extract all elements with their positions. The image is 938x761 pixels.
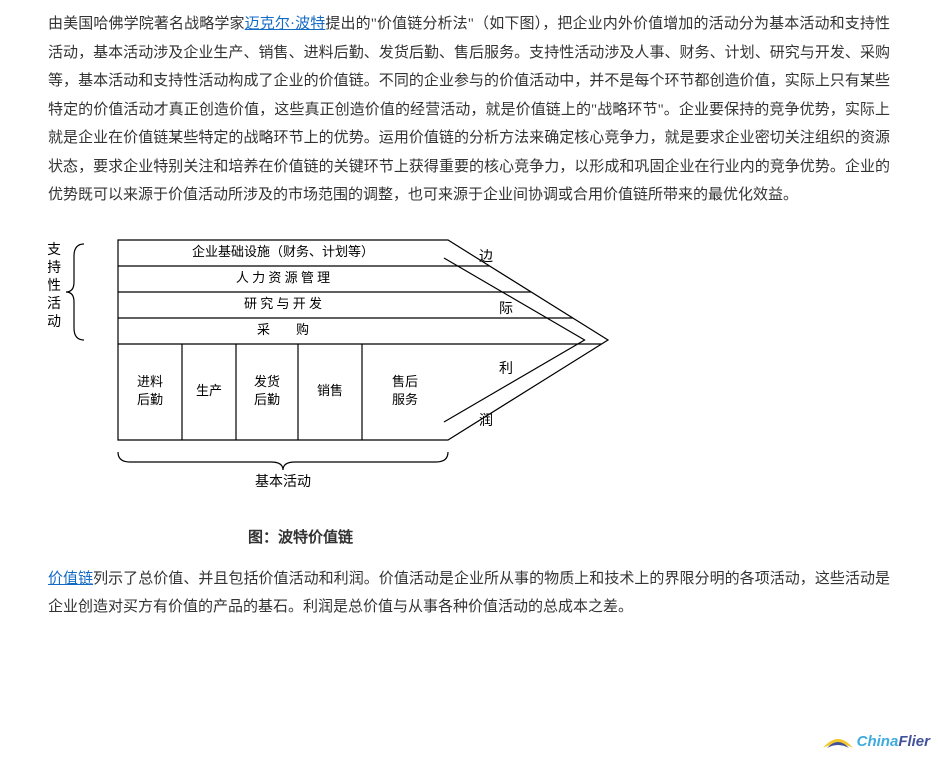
- watermark: ChinaFlier: [821, 726, 930, 756]
- svg-text:服务: 服务: [392, 391, 418, 406]
- svg-text:采 购: 采 购: [257, 321, 309, 336]
- svg-text:支: 支: [48, 242, 61, 258]
- value-chain-diagram: 企业基础设施（财务、计划等） 人 力 资 源 管 理研 究 与 开 发采 购进料后…: [48, 222, 890, 522]
- svg-text:企业基础设施（财务、计划等）: 企业基础设施（财务、计划等）: [192, 243, 374, 258]
- p2-post: 列示了总价值、并且包括价值活动和利润。价值活动是企业所从事的物质上和技术上的界限…: [48, 571, 890, 616]
- svg-text:性: 性: [48, 278, 61, 294]
- svg-text:边: 边: [479, 249, 493, 265]
- paragraph-1: 由美国哈佛学院著名战略学家迈克尔·波特提出的"价值链分析法"（如下图），把企业内…: [48, 10, 890, 210]
- watermark-icon: [821, 726, 855, 756]
- svg-text:售后: 售后: [392, 373, 418, 388]
- svg-text:后勤: 后勤: [137, 391, 163, 406]
- svg-text:持: 持: [48, 260, 61, 276]
- watermark-text: ChinaFlier: [857, 733, 930, 750]
- svg-text:动: 动: [48, 314, 61, 330]
- svg-text:人 力 资 源 管 理: 人 力 资 源 管 理: [236, 269, 330, 284]
- svg-text:活: 活: [48, 296, 61, 312]
- paragraph-2: 价值链列示了总价值、并且包括价值活动和利润。价值活动是企业所从事的物质上和技术上…: [48, 565, 890, 622]
- diagram-caption: 图：波特价值链: [48, 526, 890, 547]
- svg-text:生产: 生产: [196, 382, 222, 397]
- svg-text:进料: 进料: [137, 373, 163, 388]
- porter-link[interactable]: 迈克尔·波特: [245, 16, 326, 32]
- svg-text:发货: 发货: [254, 373, 280, 388]
- p1-pre: 由美国哈佛学院著名战略学家: [48, 16, 245, 32]
- svg-text:研 究 与 开 发: 研 究 与 开 发: [244, 295, 322, 310]
- svg-text:销售: 销售: [317, 382, 343, 397]
- svg-text:后勤: 后勤: [254, 391, 280, 406]
- svg-text:际: 际: [499, 301, 513, 317]
- p1-post: 提出的"价值链分析法"（如下图），把企业内外价值增加的活动分为基本活动和支持性活…: [48, 16, 890, 203]
- value-chain-link[interactable]: 价值链: [48, 571, 93, 587]
- svg-text:利: 利: [499, 361, 513, 377]
- value-chain-svg: 企业基础设施（财务、计划等） 人 力 资 源 管 理研 究 与 开 发采 购进料后…: [48, 222, 648, 522]
- svg-text:基本活动: 基本活动: [255, 473, 311, 490]
- watermark-text-b: Flier: [898, 733, 930, 750]
- watermark-text-a: China: [857, 733, 899, 750]
- svg-text:润: 润: [479, 413, 493, 429]
